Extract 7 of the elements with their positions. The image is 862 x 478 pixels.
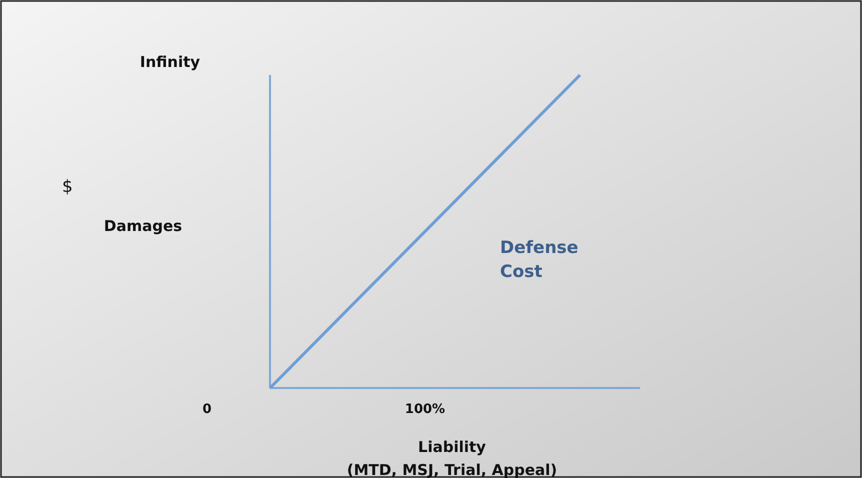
- x-axis-title: Liability (MTD, MSJ, Trial, Appeal): [346, 438, 558, 478]
- text: 100%: [404, 402, 446, 417]
- text: $: [62, 177, 73, 197]
- text: 0: [202, 402, 212, 417]
- text: Infinity: [140, 53, 200, 71]
- annotation: Defense Cost: [500, 238, 578, 282]
- y-axis-title: Damages: [104, 217, 182, 235]
